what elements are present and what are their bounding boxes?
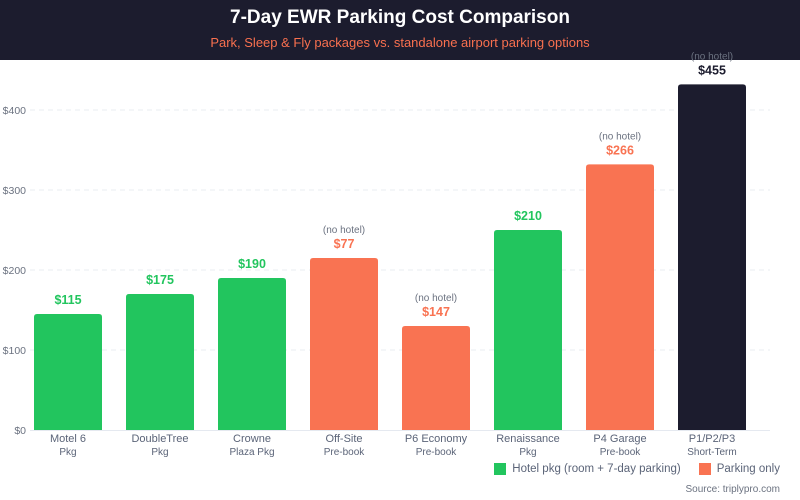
x-tick-label: Motel 6 bbox=[50, 433, 86, 445]
bar-annotation: (no hotel) bbox=[415, 293, 457, 304]
y-tick-label: $100 bbox=[3, 345, 27, 357]
legend-swatch-hotel bbox=[494, 463, 507, 475]
source-note: Source: triplypro.com bbox=[685, 484, 780, 495]
data-label: $210 bbox=[514, 209, 542, 223]
bar bbox=[34, 314, 102, 430]
x-tick-sublabel: Short-Term bbox=[687, 447, 736, 458]
x-tick-sublabel: Pre-book bbox=[416, 447, 458, 458]
bar bbox=[678, 84, 746, 431]
y-tick-label: $200 bbox=[3, 265, 27, 277]
bar bbox=[402, 326, 470, 430]
bar bbox=[494, 230, 562, 430]
data-label: $455 bbox=[698, 63, 726, 77]
bar bbox=[218, 278, 286, 430]
x-tick-label: Crowne bbox=[233, 433, 271, 445]
x-tick-label: Renaissance bbox=[496, 433, 560, 445]
y-tick-label: $0 bbox=[14, 425, 26, 437]
legend-label-hotel: Hotel pkg (room + 7-day parking) bbox=[512, 463, 681, 475]
x-tick-sublabel: Pre-book bbox=[600, 447, 642, 458]
x-tick-label: P4 Garage bbox=[593, 433, 646, 445]
legend-label-parking: Parking only bbox=[716, 463, 780, 475]
x-tick-label: P1/P2/P3 bbox=[689, 433, 735, 445]
data-label: $175 bbox=[146, 273, 174, 287]
bar-annotation: (no hotel) bbox=[691, 51, 733, 62]
x-tick-sublabel: Pre-book bbox=[324, 447, 366, 458]
data-label: $266 bbox=[606, 143, 634, 157]
legend-swatch-parking bbox=[698, 463, 711, 475]
x-tick-label: Off-Site bbox=[325, 433, 362, 445]
x-tick-sublabel: Pkg bbox=[59, 447, 76, 458]
chart-subtitle: Park, Sleep & Fly packages vs. standalon… bbox=[210, 35, 590, 50]
data-label: $77 bbox=[334, 237, 355, 251]
bar bbox=[126, 294, 194, 430]
y-tick-label: $300 bbox=[3, 185, 27, 197]
x-tick-sublabel: Pkg bbox=[151, 447, 168, 458]
bar-annotation: (no hotel) bbox=[323, 225, 365, 236]
x-tick-label: P6 Economy bbox=[405, 433, 468, 445]
chart-header: 7-Day EWR Parking Cost Comparison Park, … bbox=[0, 0, 800, 60]
bar bbox=[586, 164, 654, 430]
x-tick-label: DoubleTree bbox=[131, 433, 188, 445]
x-tick-sublabel: Plaza Pkg bbox=[229, 447, 274, 458]
legend-item-parking: Parking only bbox=[698, 463, 780, 475]
chart-title: 7-Day EWR Parking Cost Comparison bbox=[230, 7, 570, 28]
legend: Hotel pkg (room + 7-day parking) Parking… bbox=[494, 463, 780, 475]
data-label: $147 bbox=[422, 305, 450, 319]
legend-item-hotel: Hotel pkg (room + 7-day parking) bbox=[494, 463, 681, 475]
data-label: $115 bbox=[54, 293, 81, 307]
bar bbox=[310, 258, 378, 430]
data-label: $190 bbox=[238, 257, 266, 271]
bar-annotation: (no hotel) bbox=[599, 131, 641, 142]
y-tick-label: $400 bbox=[3, 105, 27, 117]
x-tick-sublabel: Pkg bbox=[519, 447, 536, 458]
